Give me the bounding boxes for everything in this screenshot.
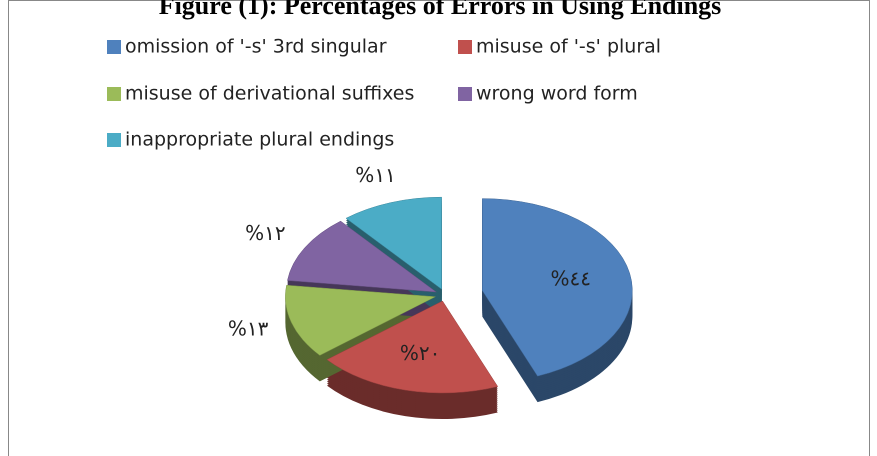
legend-swatch	[458, 40, 472, 54]
legend-swatch	[107, 87, 121, 101]
slice	[285, 284, 437, 356]
legend-swatch	[458, 87, 472, 101]
legend-label: inappropriate plural endings	[125, 129, 394, 151]
data-label: %١٢	[245, 221, 286, 245]
legend-swatch	[107, 133, 121, 147]
legend-label: misuse of '-s' plural	[476, 36, 661, 58]
data-label: %٢٠	[400, 341, 441, 365]
slice	[326, 300, 499, 394]
slice	[345, 196, 442, 290]
legend-label: wrong word form	[476, 83, 638, 105]
chart-title: Figure (1): Percentages of Errors in Usi…	[159, 0, 722, 20]
legend-swatch	[107, 40, 121, 54]
slice	[287, 220, 438, 293]
data-label: %١٣	[228, 317, 269, 341]
data-label: %١١	[355, 163, 396, 187]
legend-label: omission of '-s' 3rd singular	[125, 36, 387, 58]
data-label: %٤٤	[550, 267, 591, 291]
slice	[482, 198, 633, 377]
legend-label: misuse of derivational suffixes	[125, 83, 414, 105]
